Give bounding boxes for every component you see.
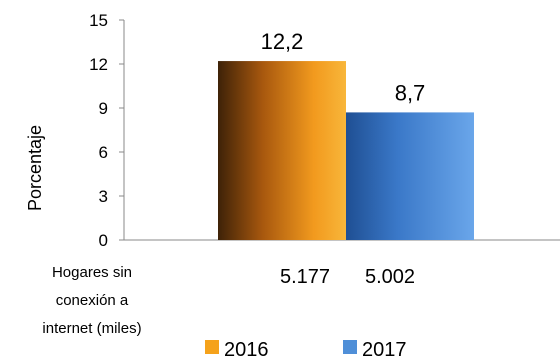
- bar-2017: [346, 112, 474, 240]
- data-table-row: Hogares sin conexión a internet (miles) …: [42, 264, 415, 337]
- legend-swatch-2017: [343, 340, 357, 354]
- bars: [218, 61, 474, 240]
- legend: 2016 2017: [205, 339, 407, 358]
- y-tick-label: 3: [99, 187, 108, 206]
- legend-swatch-2016: [205, 340, 219, 354]
- data-label-2016: 12,2: [261, 29, 304, 54]
- row-value-2016: 5.177: [280, 266, 330, 288]
- row-label-line-1: Hogares sin: [52, 264, 132, 281]
- y-tick-label: 12: [89, 55, 108, 74]
- row-value-2017: 5.002: [365, 266, 415, 288]
- y-tick-label: 15: [89, 11, 108, 30]
- row-label-line-3: internet (miles): [42, 320, 141, 337]
- row-label-line-2: conexión a: [56, 292, 129, 309]
- legend-label-2017: 2017: [362, 339, 407, 358]
- y-tick-label: 0: [99, 231, 108, 250]
- data-labels: 12,2 8,7: [261, 29, 426, 105]
- data-label-2017: 8,7: [395, 80, 426, 105]
- y-tick-label: 9: [99, 99, 108, 118]
- legend-label-2016: 2016: [224, 339, 269, 358]
- y-axis-label: Porcentaje: [25, 125, 45, 211]
- y-tick-label: 6: [99, 143, 108, 162]
- bar-2016: [218, 61, 346, 240]
- y-axis: 0 3 6 9 12 15: [89, 11, 125, 250]
